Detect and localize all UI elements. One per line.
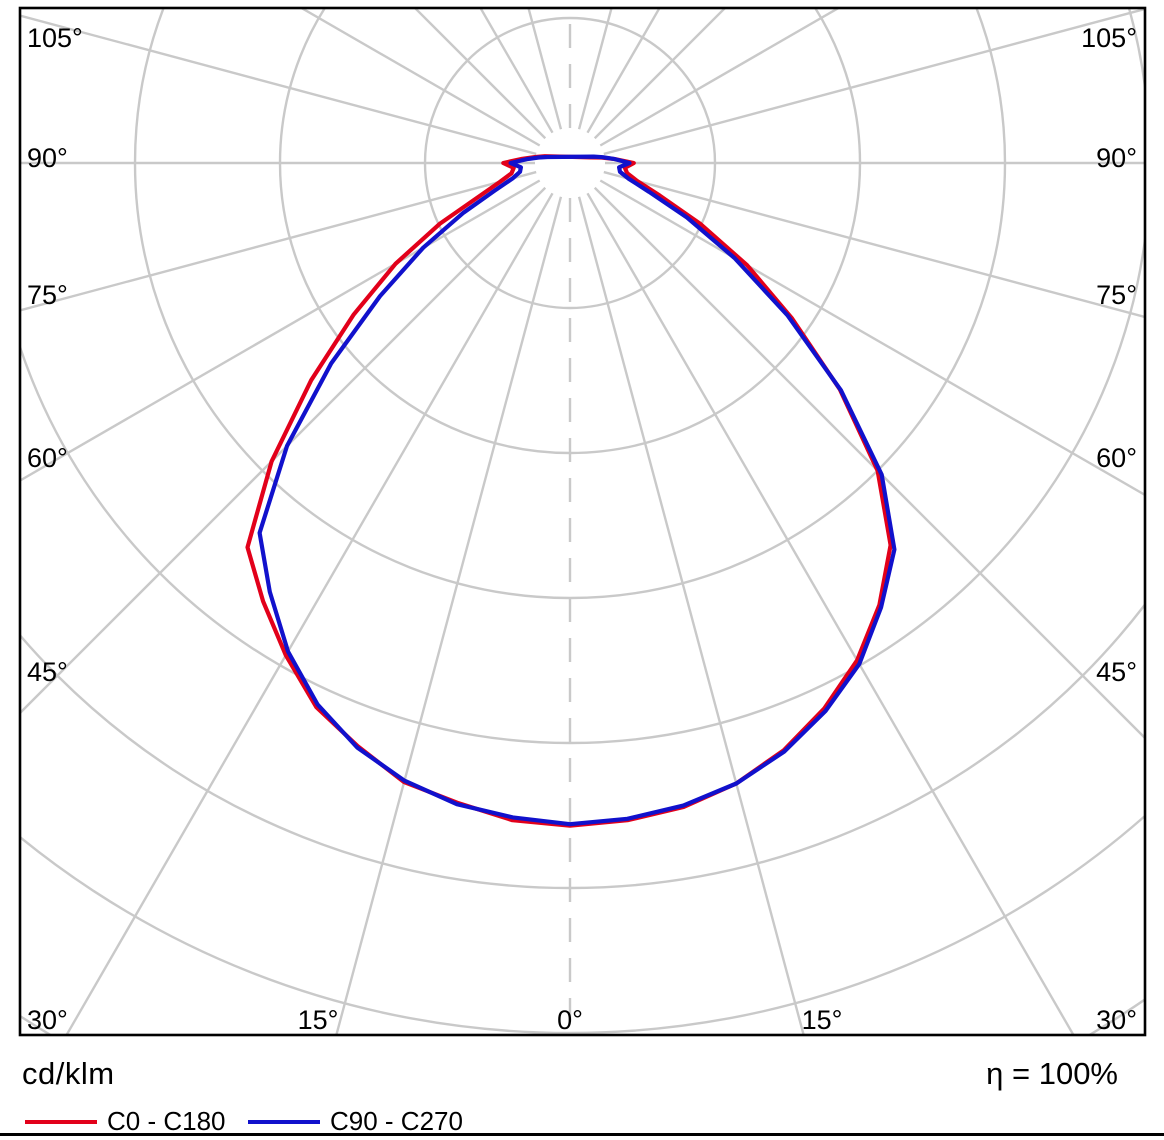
legend-line-red [25, 1119, 97, 1124]
legend-item-c0-c180: C0 - C180 [25, 1106, 226, 1137]
svg-text:105°: 105° [27, 23, 83, 53]
svg-text:45°: 45° [1096, 657, 1137, 687]
svg-text:30°: 30° [1096, 1005, 1137, 1035]
svg-text:15°: 15° [298, 1005, 339, 1035]
svg-text:45°: 45° [27, 657, 68, 687]
legend-label-c90-c270: C90 - C270 [330, 1106, 463, 1136]
svg-text:90°: 90° [27, 143, 68, 173]
svg-text:60°: 60° [27, 443, 68, 473]
bottom-rule [0, 1133, 1164, 1136]
svg-text:60°: 60° [1096, 443, 1137, 473]
svg-text:0°: 0° [557, 1005, 583, 1035]
svg-text:75°: 75° [27, 280, 68, 310]
svg-text:30°: 30° [27, 1005, 68, 1035]
legend-line-blue [248, 1119, 320, 1124]
svg-text:75°: 75° [1096, 280, 1137, 310]
svg-text:90°: 90° [1096, 143, 1137, 173]
legend-item-c90-c270: C90 - C270 [248, 1106, 463, 1137]
svg-text:15°: 15° [802, 1005, 843, 1035]
legend-label-c0-c180: C0 - C180 [107, 1106, 226, 1136]
units-label: cd/klm [22, 1056, 115, 1091]
svg-text:105°: 105° [1081, 23, 1137, 53]
efficiency-label: η = 100% [986, 1056, 1118, 1091]
